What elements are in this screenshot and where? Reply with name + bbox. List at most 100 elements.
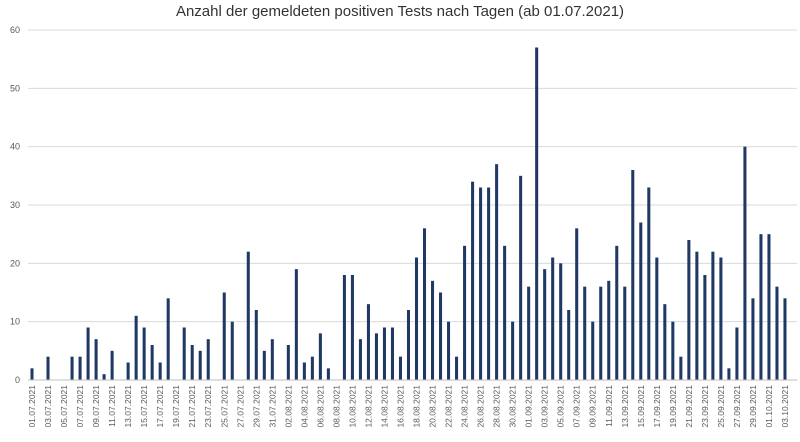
bar-29.08.2021 xyxy=(503,245,507,380)
bar-05.09.2021 xyxy=(559,263,563,380)
bar-29.07.2021 xyxy=(254,310,258,380)
bar-23.09.2021 xyxy=(703,275,707,380)
bar-10.09.2021 xyxy=(599,286,603,380)
bar-01.07.2021 xyxy=(30,368,34,380)
y-tick-label: 40 xyxy=(10,142,20,152)
bar-22.08.2021 xyxy=(447,321,451,380)
bar-06.08.2021 xyxy=(318,333,322,380)
bar-02.09.2021 xyxy=(535,47,539,380)
bar-28.08.2021 xyxy=(495,164,499,380)
bar-11.07.2021 xyxy=(110,350,114,380)
x-tick-label: 17.09.2021 xyxy=(652,385,662,428)
bar-30.08.2021 xyxy=(511,321,515,380)
x-tick-label: 10.08.2021 xyxy=(347,385,357,428)
bar-24.08.2021 xyxy=(463,245,467,380)
bar-18.07.2021 xyxy=(166,298,170,380)
bar-18.08.2021 xyxy=(414,257,419,380)
bar-26.08.2021 xyxy=(479,187,483,380)
bar-11.09.2021 xyxy=(607,280,611,380)
bar-26.09.2021 xyxy=(727,368,731,380)
bar-28.07.2021 xyxy=(246,251,250,380)
bar-30.09.2021 xyxy=(759,234,763,380)
x-tick-label: 18.08.2021 xyxy=(412,385,422,428)
bar-29.09.2021 xyxy=(751,298,755,380)
bar-04.09.2021 xyxy=(551,257,555,380)
bar-11.08.2021 xyxy=(358,339,362,380)
x-tick-label: 05.07.2021 xyxy=(59,385,69,428)
x-tick-label: 09.09.2021 xyxy=(588,385,598,428)
bar-20.07.2021 xyxy=(182,327,186,380)
bar-13.09.2021 xyxy=(623,286,627,380)
bar-02.08.2021 xyxy=(286,345,290,380)
x-tick-label: 08.08.2021 xyxy=(331,385,341,428)
bar-19.08.2021 xyxy=(422,228,427,380)
x-tick-label: 25.09.2021 xyxy=(716,385,726,428)
bar-25.09.2021 xyxy=(719,257,723,380)
x-tick-label: 01.10.2021 xyxy=(764,385,774,428)
bar-13.07.2021 xyxy=(126,362,130,380)
x-tick-label: 14.08.2021 xyxy=(379,385,389,428)
bar-10.08.2021 xyxy=(350,275,354,380)
bar-14.09.2021 xyxy=(631,170,635,380)
x-tick-label: 16.08.2021 xyxy=(395,385,405,428)
x-tick-label: 26.08.2021 xyxy=(476,385,486,428)
y-tick-label: 20 xyxy=(10,258,20,268)
y-tick-label: 0 xyxy=(15,375,20,385)
bar-31.07.2021 xyxy=(270,339,274,380)
chart-title: Anzahl der gemeldeten positiven Tests na… xyxy=(175,3,625,20)
bar-18.09.2021 xyxy=(663,304,667,380)
bar-31.08.2021 xyxy=(519,175,523,380)
bar-14.07.2021 xyxy=(134,315,138,380)
bar-14.08.2021 xyxy=(382,327,386,380)
bar-03.10.2021 xyxy=(783,298,787,380)
bar-27.08.2021 xyxy=(487,187,491,380)
bar-25.07.2021 xyxy=(222,292,226,380)
bar-10.07.2021 xyxy=(102,374,106,380)
bar-24.09.2021 xyxy=(711,251,715,380)
x-tick-label: 04.08.2021 xyxy=(299,385,309,428)
bar-17.08.2021 xyxy=(406,310,411,380)
x-tick-label: 19.07.2021 xyxy=(171,385,181,428)
bar-22.07.2021 xyxy=(198,350,202,380)
y-tick-label: 10 xyxy=(10,317,20,327)
bar-27.09.2021 xyxy=(735,327,739,380)
bar-12.09.2021 xyxy=(615,245,619,380)
bar-20.08.2021 xyxy=(431,280,435,380)
bar-06.09.2021 xyxy=(567,310,571,380)
bar-16.08.2021 xyxy=(398,356,402,380)
bar-17.09.2021 xyxy=(655,257,659,380)
bar-23.07.2021 xyxy=(206,339,210,380)
x-tick-label: 13.07.2021 xyxy=(123,385,133,428)
x-tick-label: 13.09.2021 xyxy=(620,385,630,428)
x-tick-label: 01.09.2021 xyxy=(524,385,534,428)
x-tick-label: 24.08.2021 xyxy=(460,385,470,428)
bar-21.07.2021 xyxy=(190,345,194,380)
bar-21.08.2021 xyxy=(439,292,443,380)
x-tick-label: 17.07.2021 xyxy=(155,385,165,428)
bar-07.08.2021 xyxy=(326,368,330,380)
bar-03.08.2021 xyxy=(294,269,298,380)
x-tick-label: 25.07.2021 xyxy=(219,385,229,428)
x-tick-label: 21.07.2021 xyxy=(187,385,197,428)
x-tick-label: 23.09.2021 xyxy=(700,385,710,428)
x-tick-label: 09.07.2021 xyxy=(91,385,101,428)
x-axis-ticks: 01.07.2021 03.07.2021 05.07.2021 07.07.2021… xyxy=(27,385,790,428)
bar-15.07.2021 xyxy=(142,327,146,380)
bar-01.09.2021 xyxy=(527,286,531,380)
bar-08.09.2021 xyxy=(583,286,587,380)
bar-15.09.2021 xyxy=(639,222,643,380)
bar-03.07.2021 xyxy=(46,356,50,380)
x-tick-label: 22.08.2021 xyxy=(444,385,454,428)
bar-26.07.2021 xyxy=(230,321,234,380)
bar-25.08.2021 xyxy=(471,181,475,380)
x-tick-label: 03.07.2021 xyxy=(43,385,53,428)
x-tick-label: 30.08.2021 xyxy=(508,385,518,428)
x-tick-label: 03.09.2021 xyxy=(540,385,550,428)
x-tick-label: 28.08.2021 xyxy=(492,385,502,428)
y-tick-label: 50 xyxy=(10,83,20,93)
x-tick-label: 20.08.2021 xyxy=(428,385,438,428)
x-tick-label: 12.08.2021 xyxy=(363,385,373,428)
x-tick-label: 02.08.2021 xyxy=(283,385,293,428)
x-tick-label: 07.09.2021 xyxy=(572,385,582,428)
bar-06.07.2021 xyxy=(70,356,74,380)
